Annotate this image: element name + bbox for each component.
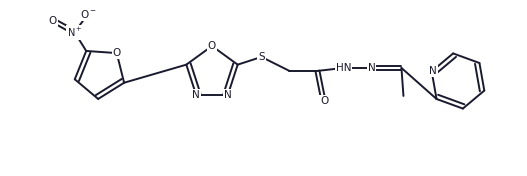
- Text: O$^-$: O$^-$: [81, 8, 97, 20]
- Text: N: N: [367, 63, 375, 73]
- Text: N$^+$: N$^+$: [67, 26, 82, 39]
- Text: HN: HN: [336, 63, 351, 73]
- Text: N: N: [224, 90, 232, 100]
- Text: O: O: [113, 48, 121, 58]
- Text: N: N: [429, 66, 436, 76]
- Text: O: O: [320, 96, 328, 106]
- Text: O: O: [48, 16, 56, 26]
- Text: O: O: [208, 41, 216, 51]
- Text: S: S: [258, 52, 265, 62]
- Text: N: N: [192, 90, 200, 100]
